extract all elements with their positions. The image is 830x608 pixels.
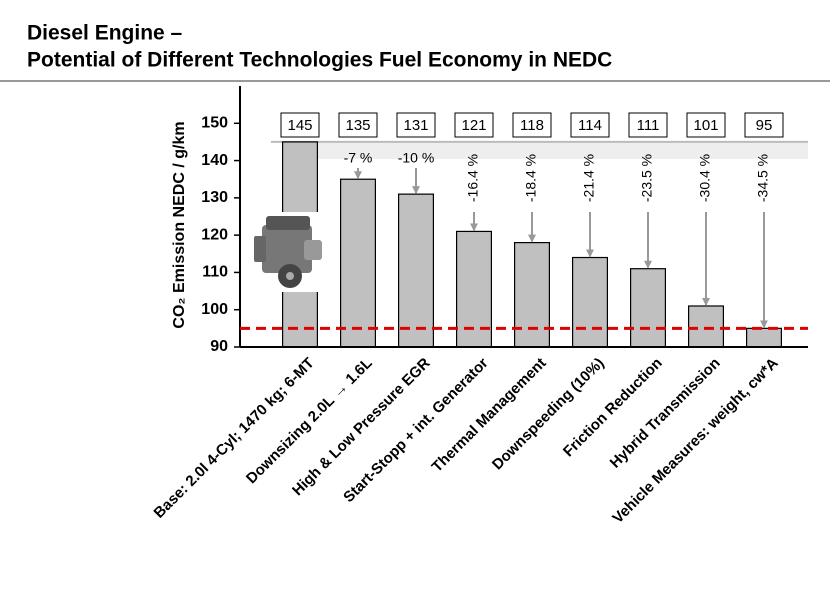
chart-title: Diesel Engine – — [27, 22, 183, 45]
value-label: 111 — [637, 117, 660, 134]
value-box — [454, 112, 494, 138]
reduction-label: -30.4 % — [697, 154, 713, 202]
value-box — [338, 112, 378, 138]
x-tick-label: Friction Reduction — [560, 355, 666, 461]
reduction-label: -34.5 % — [755, 154, 771, 202]
value-box — [280, 112, 320, 138]
y-tick-label: 90 — [210, 338, 228, 355]
bar — [513, 242, 550, 348]
bar — [745, 327, 782, 348]
reduction-label: -21.4 % — [581, 154, 597, 202]
value-label: 114 — [578, 117, 602, 134]
reduction-label: -16.4 % — [465, 154, 481, 202]
value-box — [628, 112, 668, 138]
bar — [571, 256, 608, 348]
value-box — [396, 112, 436, 138]
y-tick-label: 110 — [202, 264, 228, 281]
engine-image — [252, 212, 326, 292]
value-box — [570, 112, 610, 138]
engine-part — [254, 236, 266, 262]
value-label: 118 — [520, 117, 544, 134]
x-tick-label: Hybrid Transmission — [607, 355, 724, 472]
x-tick-label: Downspeeding (10%) — [489, 355, 608, 474]
y-tick-label: 150 — [201, 115, 228, 132]
reduction-label: -18.4 % — [523, 154, 539, 202]
chart-subtitle: Potential of Different Technologies Fuel… — [27, 49, 612, 72]
bar — [687, 305, 724, 348]
value-label: 135 — [345, 117, 370, 134]
reference-band — [317, 141, 808, 159]
engine-block — [262, 225, 312, 273]
x-tick-label: Thermal Management — [429, 355, 550, 476]
bar — [398, 193, 435, 348]
value-label: 121 — [461, 117, 486, 134]
reduction-label: -10 % — [398, 150, 435, 166]
engine-head — [266, 216, 310, 230]
value-label: 101 — [693, 117, 718, 134]
value-label: 131 — [403, 117, 428, 134]
value-box — [744, 112, 784, 138]
y-tick-label: 130 — [201, 189, 228, 206]
value-label: 145 — [287, 117, 312, 134]
y-tick-label: 100 — [201, 301, 228, 318]
reduction-label: -7 % — [344, 150, 373, 166]
bar — [629, 268, 666, 348]
engine-part — [304, 240, 322, 260]
y-tick-label: 120 — [201, 226, 228, 243]
bar — [340, 178, 377, 348]
engine-pulley-hub — [286, 272, 294, 280]
y-tick-label: 140 — [201, 152, 228, 169]
y-axis-label: CO₂ Emission NEDC / g/km — [171, 121, 188, 328]
reduction-label: -23.5 % — [639, 154, 655, 202]
value-box — [686, 112, 726, 138]
value-box — [512, 112, 552, 138]
value-label: 95 — [756, 117, 773, 134]
